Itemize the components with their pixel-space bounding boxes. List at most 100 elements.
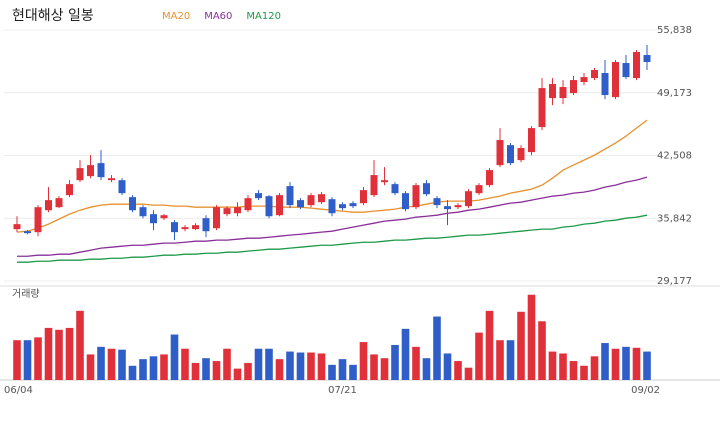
candle-body xyxy=(76,168,84,181)
candle-body xyxy=(475,185,483,194)
candle-body xyxy=(255,193,262,199)
volume-bar xyxy=(254,348,263,380)
candle-body xyxy=(538,88,546,128)
candle-body xyxy=(391,184,399,194)
volume-bar xyxy=(86,354,95,380)
volume-bar xyxy=(391,344,399,380)
candle-body xyxy=(160,215,168,219)
candle-body xyxy=(139,207,147,217)
y-tick-label: 29,177 xyxy=(657,276,692,287)
volume-bar xyxy=(55,329,63,380)
candle-body xyxy=(402,193,409,210)
volume-bar xyxy=(443,353,452,380)
volume-bar xyxy=(307,352,315,380)
candle-body xyxy=(517,148,525,161)
candle-body xyxy=(591,69,598,79)
volume-bar xyxy=(506,340,515,380)
candle-body xyxy=(276,195,283,216)
candle-body xyxy=(328,199,336,214)
volume-bar xyxy=(422,358,431,380)
volume-bar xyxy=(338,359,347,380)
candle-body xyxy=(223,208,231,215)
volume-bar xyxy=(433,316,441,380)
volume-bar xyxy=(464,367,473,380)
volume-bar xyxy=(202,358,210,380)
candle-body xyxy=(643,55,651,62)
volume-bar xyxy=(139,359,147,380)
candle-body xyxy=(150,214,157,224)
volume-bar xyxy=(559,353,567,380)
candle-body xyxy=(486,170,493,186)
candle-body xyxy=(454,205,462,208)
volume-bar xyxy=(475,332,483,380)
candle-body xyxy=(360,190,367,204)
y-tick-label: 49,173 xyxy=(657,88,692,99)
y-tick-label: 35,842 xyxy=(657,213,692,224)
volume-bar xyxy=(380,358,389,380)
volume-bar xyxy=(44,327,53,380)
volume-bar xyxy=(76,310,84,380)
candle-body xyxy=(307,195,315,206)
candle-body xyxy=(528,128,535,153)
candle-body xyxy=(297,200,304,208)
legend-entry: MA120 xyxy=(246,11,281,22)
volume-bar xyxy=(412,346,420,380)
candle-body xyxy=(465,191,472,207)
candle-body xyxy=(444,206,451,210)
volume-bar xyxy=(527,294,536,380)
volume-bar xyxy=(496,340,504,380)
volume-bar xyxy=(328,364,336,380)
volume-bar xyxy=(233,368,242,380)
legend-entry: MA20 xyxy=(162,11,190,22)
volume-bar xyxy=(296,352,305,380)
volume-bar xyxy=(632,347,641,380)
candle-body xyxy=(349,203,357,207)
candle-body xyxy=(244,198,252,211)
candle-body xyxy=(423,183,430,195)
candle-body xyxy=(213,207,220,229)
volume-bar xyxy=(223,348,231,380)
candle-body xyxy=(234,207,241,214)
volume-bar xyxy=(317,353,326,380)
candle-body xyxy=(108,178,115,181)
volume-bar xyxy=(13,340,21,380)
volume-bar xyxy=(485,310,494,380)
volume-bar xyxy=(643,351,651,380)
volume-bar xyxy=(349,364,357,380)
volume-bar xyxy=(65,327,74,380)
volume-bar xyxy=(191,362,200,380)
volume-bar xyxy=(128,365,137,380)
volume-bar xyxy=(538,321,546,380)
candle-body xyxy=(55,198,63,208)
candle-body xyxy=(496,140,504,166)
candle-body xyxy=(412,185,420,208)
candle-body xyxy=(286,186,294,206)
volume-bar xyxy=(569,361,578,380)
volume-bar xyxy=(181,348,189,380)
candle-body xyxy=(318,194,325,203)
volume-bar xyxy=(590,356,599,380)
candle-body xyxy=(612,61,619,98)
x-tick-label: 07/21 xyxy=(328,385,357,396)
volume-bar xyxy=(359,342,368,380)
x-tick-label: 06/04 xyxy=(4,385,33,396)
candle-body xyxy=(507,145,514,164)
volume-bar xyxy=(170,334,179,380)
volume-bar xyxy=(160,354,168,380)
volume-bar xyxy=(34,337,42,380)
candle-body xyxy=(24,231,31,234)
volume-bar xyxy=(601,343,609,380)
volume-bar xyxy=(23,340,32,380)
volume-label: 거래량 xyxy=(12,288,40,300)
volume-bar xyxy=(149,356,158,380)
candle-body xyxy=(13,224,21,230)
candle-body xyxy=(45,200,52,211)
volume-bar xyxy=(454,361,462,380)
volume-bar xyxy=(265,348,273,380)
candle-body xyxy=(570,80,577,94)
candle-body xyxy=(129,197,136,211)
candle-body xyxy=(66,184,73,196)
candle-body xyxy=(171,222,178,233)
volume-bar xyxy=(622,346,630,380)
